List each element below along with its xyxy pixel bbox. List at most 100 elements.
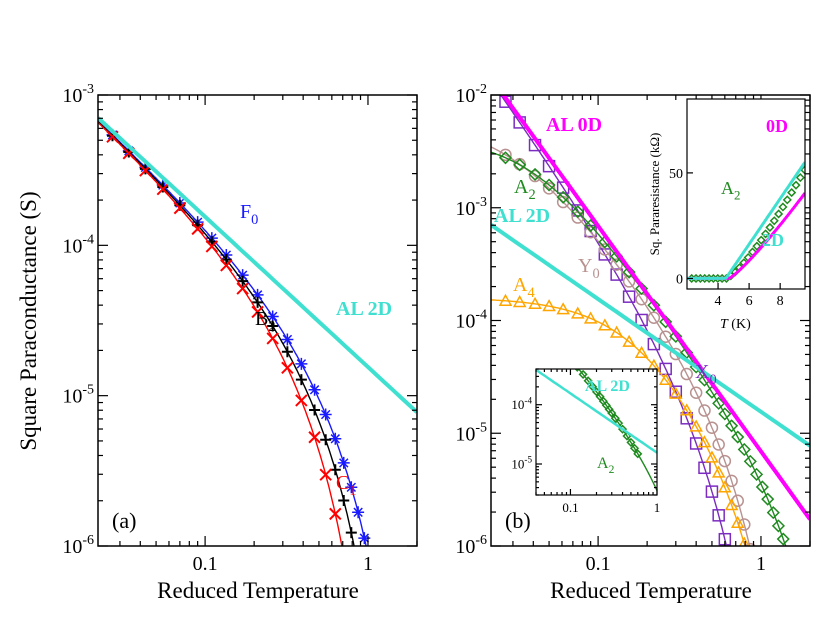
panel-b-series-a4-point [669,386,683,399]
panel-b-series-a2-point [718,407,732,421]
panel-b-series-y0-point [680,367,693,381]
inset-top-series-a2-point [756,235,766,245]
panel-b-series-a4-point [705,450,719,463]
panel-b-annotation-text: Y [578,255,592,277]
panel-b-series-x0-point [622,290,636,303]
panel-b-series-y0-point [647,311,661,324]
inset-bottom-series-a2-point [633,449,643,459]
panel-b-series-a2-point [750,467,764,481]
panel-b-y-tick-exp: -4 [475,308,487,323]
inset-top-xlabel: T (K) [720,317,751,332]
panel-b-series-x0-point [689,437,703,450]
panel-b-series-a4-point [745,559,756,569]
panel-b-series-y0-point [712,438,725,451]
panel-a-series-f0-point [358,532,371,545]
panel-a-series-f0-point [337,456,350,469]
inset-bottom-annotation-a2: A2 [597,455,615,476]
inset-top-series-a2-point [791,180,801,190]
panel-b-series-a2-point [513,158,527,172]
panel-b-series-a4-point [711,465,726,478]
inset-bottom-annotation-text: A [597,455,609,472]
inset-bottom-x-tick-label: 1 [654,500,661,515]
panel-a-y-tick-exp: -6 [82,533,94,548]
inset-bottom-series-a2-point [610,413,620,423]
panel-b-series-a4-point [658,372,673,386]
panel-b-series-x0-point [610,268,623,281]
panel-b-series-y0-point [542,182,556,195]
panel-b-series-a2-point [766,506,780,520]
inset-top: 4 6 8 0 50 T (K) Sq. Pararesistance (kΩ) 0D A… [647,98,806,332]
panel-b-series-a4-point [542,299,556,312]
panel-b-annotation-subscript: 0 [709,372,716,388]
panel-b-series-x0-point [726,563,737,574]
inset-top-annotation-subscript: 2 [734,187,740,202]
panel-b-y-tick-base: 10 [455,198,475,220]
inset-bottom-y-tick-label: 10-4 [511,395,532,412]
panel-a-series-b2-point [295,374,307,386]
panel-b-series-a4-point [598,318,612,331]
panel-a-annotation-text: F [240,201,251,223]
panel-a-y-tick-base: 10 [62,235,82,257]
panel-b-y-tick-base: 10 [455,423,475,445]
panel-a-series-c1-point [173,201,187,215]
panel-b-annotation-al-2d: AL 2D [494,205,550,227]
panel-a-series-c1-point [220,259,233,272]
panel-a-series-b2-point [267,320,279,332]
inset-bottom-series-a2-point [607,408,617,418]
panel-b-series-a4-point [679,403,694,416]
panel-a-y-tick-exp: -3 [82,82,94,97]
panel-a-series-c1-point [251,305,264,319]
inset-top-series-a2-point [782,195,792,205]
panel-b-series-a2-point [528,167,542,181]
panel-a-series-b2-point [345,527,357,539]
panel-b-series-a2-point [787,561,798,572]
panel-b-series-y0-point [610,258,623,271]
panel-b-y-tick-label: 10-6 [455,533,487,558]
panel-a-series-b2-point [139,163,151,175]
panel-a-series-f0-point [329,432,342,445]
panel-b-series-a4-point [724,498,739,511]
panel-b-annotation-y0: Y0 [578,255,600,282]
panel-b-series-x0-point [571,204,585,217]
inset-bottom-y-tick-base: 10 [511,457,524,472]
panel-b-series-y0-point [689,386,703,399]
panel-a-y-tick-label: 10-3 [62,82,94,107]
panel-b-annotation-text: AL 0D [546,114,602,136]
panel-b-theory-al-0d [501,95,810,521]
panel-b-series-y0-point [718,454,732,468]
panel-a-y-tick-exp: -4 [82,232,94,247]
panel-a-series-b2-point [320,434,332,446]
panel-b-y-tick-base: 10 [455,311,475,333]
panel-b-series-a2-point [761,492,775,506]
inset-top-annotation-0d: 0D [766,116,788,136]
panel-b-series-a2-point [725,419,739,433]
panel-b-annotation-text: A [514,176,529,198]
panel-b-series-y0-point [698,404,711,417]
panel-a-series-c1-point [329,507,342,521]
panel-b-annotation-a4: A4 [513,274,535,301]
panel-a-series-f0-point [295,357,308,370]
panel-a-series-b2-point [338,495,350,507]
panel-b-y-tick-exp: -6 [475,533,487,548]
panel-b-annotation-subscript: 0 [592,266,599,282]
panel-b-y-tick-label: 10-4 [455,308,487,333]
panel-a-series-f0-point [345,481,358,494]
inset-bottom-y-tick-label: 10-5 [511,455,532,472]
panel-b-annotation-text: A [513,274,528,296]
panel-b-series-y0-point [705,421,719,434]
panel-a-series-f0-point [281,333,294,346]
panel-b-y-tick-exp: -3 [475,195,487,210]
panel-b-series-a2-point [755,480,769,494]
panel-a-annotation-subscript: 2 [268,319,275,335]
panel-a-annotation-text: B [255,308,268,330]
panel-b-series-a2-point [659,315,673,329]
inset-bottom-series-a2-point [587,382,598,392]
panel-b-annotation-x0: X0 [695,361,717,388]
panel-a-y-tick-label: 10-5 [62,383,94,408]
panel-a-series-b2-point [157,181,169,193]
panel-a-series-f0-point [319,408,332,421]
inset-top-series-a2-point [752,241,762,251]
panel-b-series-a4-point [528,296,542,310]
panel-b-annotation-subscript: 2 [528,187,535,203]
